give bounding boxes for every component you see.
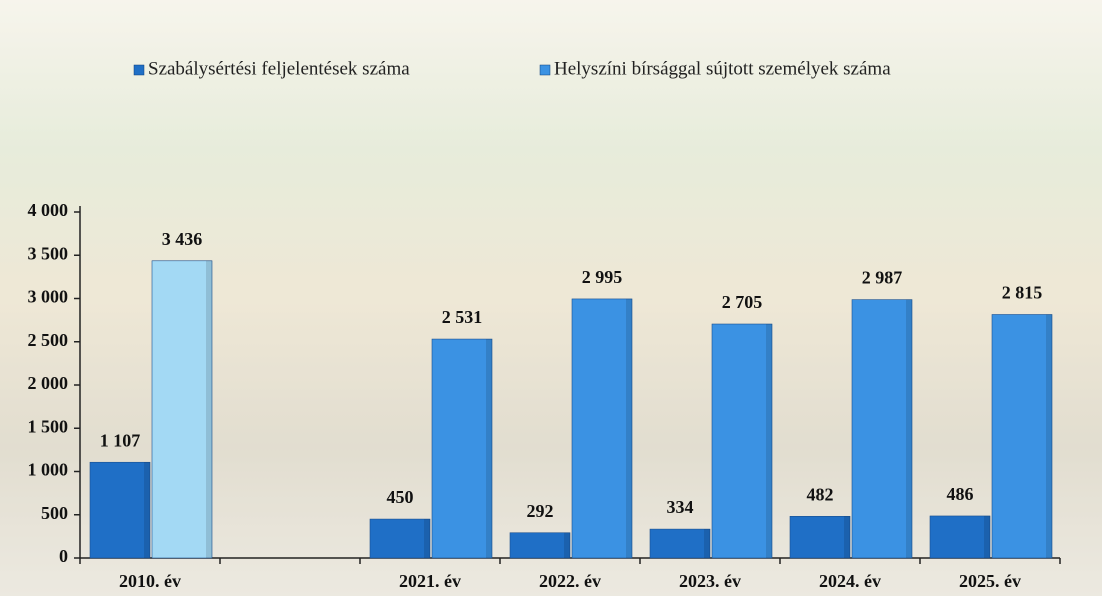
legend-swatch bbox=[133, 64, 145, 76]
y-tick-label: 2 500 bbox=[28, 330, 69, 350]
x-tick-label: 2022. év bbox=[539, 571, 601, 591]
y-tick-label: 500 bbox=[41, 503, 68, 523]
x-tick-label: 2024. év bbox=[819, 571, 881, 591]
bar-shade bbox=[906, 299, 912, 558]
value-label: 2 705 bbox=[722, 292, 763, 312]
bar-shade bbox=[766, 324, 772, 558]
y-tick-label: 3 500 bbox=[28, 243, 69, 263]
value-label: 482 bbox=[807, 484, 834, 504]
x-tick-label: 2023. év bbox=[679, 571, 741, 591]
y-tick-label: 4 000 bbox=[28, 200, 69, 220]
y-tick-label: 1 500 bbox=[28, 416, 69, 436]
y-tick-label: 1 000 bbox=[28, 460, 69, 480]
y-tick-label: 3 000 bbox=[28, 287, 69, 307]
bar bbox=[571, 298, 633, 559]
bar bbox=[649, 528, 711, 559]
value-label: 2 531 bbox=[442, 307, 483, 327]
bar-shade bbox=[564, 532, 570, 558]
y-tick-label: 0 bbox=[59, 546, 68, 566]
value-label: 450 bbox=[387, 487, 414, 507]
bar bbox=[851, 299, 913, 559]
bar-shade bbox=[704, 529, 710, 558]
bar bbox=[711, 323, 773, 559]
legend-label: Helyszíni bírsággal sújtott személyek sz… bbox=[554, 58, 891, 79]
legend-swatch bbox=[539, 64, 551, 76]
x-tick-label: 2021. év bbox=[399, 571, 461, 591]
bar bbox=[151, 260, 213, 559]
x-tick-label: 2010. év bbox=[119, 571, 181, 591]
value-label: 2 815 bbox=[1002, 283, 1043, 303]
x-tick-label: 2025. év bbox=[959, 571, 1021, 591]
value-label: 334 bbox=[667, 497, 694, 517]
bar-shade bbox=[206, 260, 212, 558]
value-label: 292 bbox=[527, 501, 554, 521]
bar-shade bbox=[144, 462, 150, 558]
bar bbox=[89, 461, 151, 559]
bar-shade bbox=[424, 519, 430, 558]
bar bbox=[369, 518, 431, 559]
value-label: 3 436 bbox=[162, 229, 203, 249]
bar-shade bbox=[1046, 314, 1052, 558]
bar bbox=[929, 515, 991, 559]
bar-shade bbox=[844, 516, 850, 558]
value-label: 2 995 bbox=[582, 267, 623, 287]
bar bbox=[789, 516, 851, 559]
bar bbox=[509, 532, 571, 559]
bar-shade bbox=[984, 515, 990, 558]
bar bbox=[991, 314, 1053, 559]
y-tick-label: 2 000 bbox=[28, 373, 69, 393]
value-label: 1 107 bbox=[100, 430, 141, 450]
value-label: 2 987 bbox=[862, 268, 903, 288]
bar bbox=[431, 338, 493, 559]
legend-label: Szabálysértési feljelentések száma bbox=[148, 58, 410, 79]
bar-shade bbox=[486, 339, 492, 558]
bar-shade bbox=[626, 298, 632, 558]
value-label: 486 bbox=[947, 484, 974, 504]
